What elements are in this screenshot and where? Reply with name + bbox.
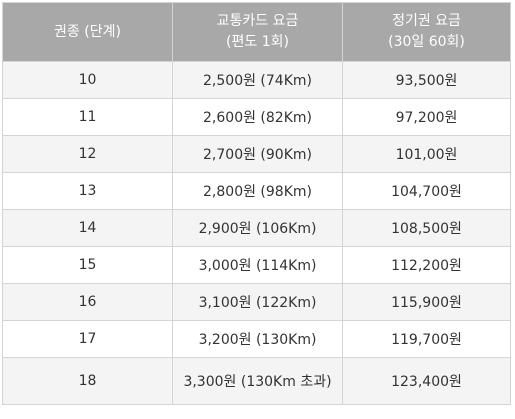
cell-pass-fare: 108,500원 <box>342 209 511 247</box>
table-body: 10 2,500원 (74Km) 93,500원 11 2,600원 (82Km… <box>2 61 511 405</box>
cell-card-fare: 2,600원 (82Km) <box>172 98 343 136</box>
header-level: 권종 (단계) <box>2 2 173 62</box>
cell-pass-fare: 115,900원 <box>342 283 511 321</box>
table-row: 13 2,800원 (98Km) 104,700원 <box>2 172 511 210</box>
cell-card-fare: 2,900원 (106Km) <box>172 209 343 247</box>
cell-card-fare: 2,500원 (74Km) <box>172 61 343 99</box>
header-pass-fare: 정기권 요금 (30일 60회) <box>342 2 511 62</box>
cell-pass-fare: 101,00원 <box>342 135 511 173</box>
cell-level: 15 <box>2 246 173 284</box>
cell-card-fare: 3,100원 (122Km) <box>172 283 343 321</box>
table-row: 11 2,600원 (82Km) 97,200원 <box>2 98 511 136</box>
cell-card-fare: 3,200원 (130Km) <box>172 320 343 358</box>
header-card-fare: 교통카드 요금 (편도 1회) <box>172 2 343 62</box>
header-card-fare-sublabel: (편도 1회) <box>226 34 289 50</box>
cell-card-fare: 2,800원 (98Km) <box>172 172 343 210</box>
cell-level: 17 <box>2 320 173 358</box>
table-row: 18 3,300원 (130Km 초과) 123,400원 <box>2 357 511 405</box>
cell-level: 11 <box>2 98 173 136</box>
table-header: 권종 (단계) 교통카드 요금 (편도 1회) 정기권 요금 (30일 60회) <box>2 2 511 62</box>
header-card-fare-label: 교통카드 요금 <box>216 13 299 29</box>
table-row: 12 2,700원 (90Km) 101,00원 <box>2 135 511 173</box>
cell-level: 12 <box>2 135 173 173</box>
table-row: 16 3,100원 (122Km) 115,900원 <box>2 283 511 321</box>
fare-table: 권종 (단계) 교통카드 요금 (편도 1회) 정기권 요금 (30일 60회)… <box>2 2 511 405</box>
cell-card-fare: 2,700원 (90Km) <box>172 135 343 173</box>
header-row: 권종 (단계) 교통카드 요금 (편도 1회) 정기권 요금 (30일 60회) <box>2 2 511 62</box>
header-pass-fare-sublabel: (30일 60회) <box>388 34 465 50</box>
cell-pass-fare: 93,500원 <box>342 61 511 99</box>
cell-card-fare: 3,300원 (130Km 초과) <box>172 357 343 405</box>
header-level-label: 권종 (단계) <box>54 23 121 40</box>
cell-level: 13 <box>2 172 173 210</box>
cell-level: 16 <box>2 283 173 321</box>
table-row: 15 3,000원 (114Km) 112,200원 <box>2 246 511 284</box>
cell-pass-fare: 97,200원 <box>342 98 511 136</box>
header-pass-fare-label: 정기권 요금 <box>392 13 461 29</box>
cell-level: 18 <box>2 357 173 405</box>
cell-level: 14 <box>2 209 173 247</box>
cell-pass-fare: 112,200원 <box>342 246 511 284</box>
table-row: 14 2,900원 (106Km) 108,500원 <box>2 209 511 247</box>
table-row: 17 3,200원 (130Km) 119,700원 <box>2 320 511 358</box>
table-row: 10 2,500원 (74Km) 93,500원 <box>2 61 511 99</box>
cell-pass-fare: 104,700원 <box>342 172 511 210</box>
cell-card-fare: 3,000원 (114Km) <box>172 246 343 284</box>
cell-pass-fare: 123,400원 <box>342 357 511 405</box>
cell-pass-fare: 119,700원 <box>342 320 511 358</box>
cell-level: 10 <box>2 61 173 99</box>
